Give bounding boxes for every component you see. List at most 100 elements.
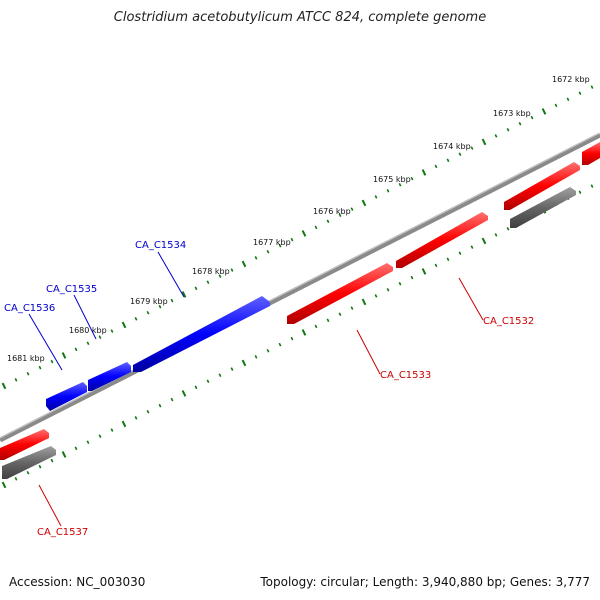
tick-mark (410, 176, 414, 181)
tick-mark (218, 274, 222, 278)
tick-mark (446, 158, 450, 163)
tick-mark (434, 263, 438, 268)
tick-mark (38, 464, 42, 469)
tick-mark (121, 420, 127, 428)
tick-mark (494, 233, 498, 237)
tick-mark (386, 288, 390, 292)
tick-mark (578, 91, 582, 95)
tick-mark (218, 373, 222, 377)
tick-mark (1, 382, 7, 390)
tick-mark (314, 225, 318, 230)
tick-mark (361, 298, 367, 306)
tick-mark (50, 359, 54, 364)
kbp-label-1674: 1674 kbp (433, 142, 471, 151)
kbp-label-1673: 1673 kbp (493, 109, 531, 118)
tick-mark (290, 336, 294, 341)
tick-mark (146, 409, 150, 414)
genome-backbone-highlight (0, 132, 600, 439)
tick-mark (326, 318, 330, 323)
tick-mark (481, 237, 487, 245)
tick-mark (506, 227, 510, 231)
tick-mark (74, 446, 78, 451)
gene-CA_C1532[interactable] (396, 212, 488, 268)
tick-mark (158, 403, 162, 408)
label-CA_C1536[interactable]: CA_C1536 (4, 303, 55, 314)
tick-mark (361, 199, 367, 207)
tick-mark (326, 219, 330, 224)
label-CA_C1537[interactable]: CA_C1537 (37, 527, 88, 538)
tick-mark (278, 243, 282, 248)
feature-gray-left[interactable] (2, 446, 56, 479)
tick-mark (181, 390, 187, 397)
tick-mark (170, 397, 174, 402)
label-CA_C1534[interactable]: CA_C1534 (135, 240, 186, 251)
tick-mark (554, 103, 558, 108)
gene-CA_C1531-partial[interactable] (504, 162, 580, 210)
tick-mark (170, 298, 174, 303)
kbp-label-1676: 1676 kbp (313, 207, 351, 216)
tick-mark (470, 146, 474, 150)
tick-mark (350, 306, 354, 310)
kbp-label-1677: 1677 kbp (253, 238, 291, 247)
tick-mark (590, 85, 594, 89)
tick-mark (146, 310, 150, 315)
tick-mark (301, 329, 307, 336)
tick-mark (26, 470, 30, 475)
tick-mark (26, 371, 30, 376)
genome-backbone (0, 132, 600, 443)
tick-mark (314, 324, 318, 329)
gene-CA_C1530-partial[interactable] (582, 142, 600, 165)
map-title: Clostridium acetobutylicum ATCC 824, com… (113, 10, 487, 25)
gene-CA_C1535[interactable] (88, 362, 131, 391)
tick-mark (98, 335, 102, 339)
tick-mark (230, 268, 234, 272)
tick-mark (446, 257, 450, 262)
kbp-labels: 1672 kbp 1673 kbp 1674 kbp 1675 kbp 1676… (7, 75, 590, 363)
tick-mark (1, 481, 7, 489)
tick-mark (290, 237, 294, 242)
tick-mark (254, 355, 258, 359)
tick-mark (350, 207, 354, 211)
tick-mark (110, 428, 114, 432)
tick-mark (254, 256, 258, 260)
tick-mark (338, 312, 342, 316)
tick-mark (61, 451, 67, 458)
feature-gray-right[interactable] (510, 187, 576, 228)
tick-mark (86, 440, 90, 445)
outer-tick-row (1, 85, 594, 390)
tick-mark (110, 329, 114, 333)
tick-mark (241, 359, 247, 367)
tick-mark (338, 213, 342, 217)
gene-CA_C1533[interactable] (287, 263, 393, 324)
gene-CA_C1536[interactable] (46, 382, 87, 411)
gene-labels: CA_C1534 CA_C1535 CA_C1536 CA_C1533 CA_C… (4, 240, 534, 538)
gene-leader-lines (28, 251, 484, 527)
kbp-label-1679: 1679 kbp (130, 297, 168, 306)
genome-summary-text: Topology: circular; Length: 3,940,880 bp… (260, 575, 590, 589)
tick-mark (194, 286, 198, 291)
label-CA_C1532[interactable]: CA_C1532 (483, 316, 534, 327)
kbp-label-1675: 1675 kbp (373, 175, 411, 184)
tick-mark (481, 138, 487, 146)
tick-mark (134, 416, 138, 420)
tick-mark (421, 268, 427, 275)
tick-mark (38, 365, 42, 370)
label-CA_C1535[interactable]: CA_C1535 (46, 284, 97, 295)
tick-mark (241, 260, 247, 268)
tick-mark (374, 294, 378, 298)
label-CA_C1533[interactable]: CA_C1533 (380, 370, 431, 381)
tick-mark (98, 434, 102, 438)
tick-mark (14, 477, 18, 481)
tick-mark (278, 342, 282, 347)
tick-mark (374, 195, 378, 199)
tick-mark (590, 184, 594, 188)
gene-CA_C1537[interactable] (0, 429, 49, 460)
tick-mark (86, 341, 90, 346)
tick-mark (194, 385, 198, 390)
kbp-label-1680: 1680 kbp (69, 326, 107, 335)
tick-mark (458, 152, 462, 156)
tick-mark (266, 249, 270, 254)
gene-CA_C1534[interactable] (133, 296, 270, 372)
tick-mark (301, 230, 307, 237)
